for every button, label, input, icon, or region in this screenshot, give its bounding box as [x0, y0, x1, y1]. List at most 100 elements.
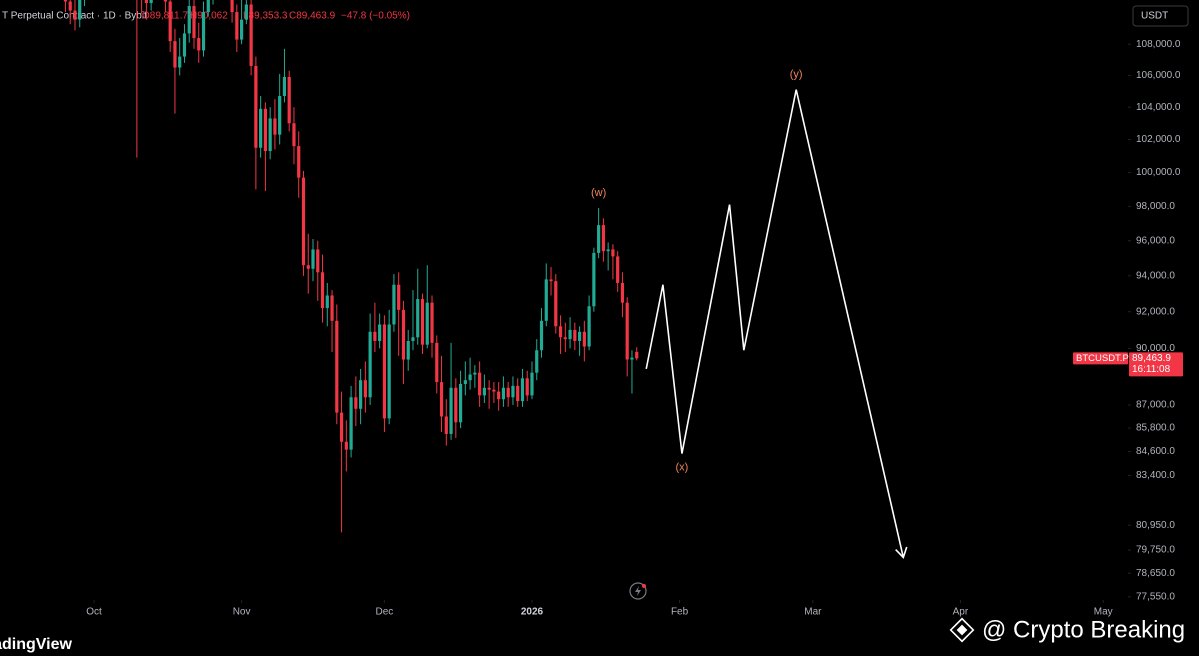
high-value: H90,062: [190, 11, 228, 22]
candle-body: [168, 1, 172, 42]
candle-body: [563, 337, 567, 340]
price-tag-box: [1129, 352, 1183, 377]
low-value: L89,353.3: [243, 11, 288, 22]
candle-body: [473, 372, 477, 375]
candle-body: [249, 4, 253, 66]
candle-body: [635, 351, 639, 359]
y-tick-label: 80,950.0: [1136, 520, 1175, 531]
candle-body: [597, 225, 601, 253]
candle-body: [501, 387, 506, 400]
candle-body: [378, 324, 382, 341]
candle-body: [363, 380, 367, 398]
candle-body: [244, 4, 248, 20]
candle-body: [401, 309, 406, 360]
candle-body: [173, 41, 177, 68]
candle-body: [482, 387, 486, 396]
candle-body: [511, 385, 515, 398]
y-tick-label: 104,000.0: [1136, 102, 1181, 113]
candle-body: [73, 10, 77, 20]
projection-arrowhead: [895, 546, 908, 559]
candle-body: [149, 0, 153, 4]
candle-body: [359, 380, 363, 409]
alert-icon[interactable]: [629, 582, 647, 600]
candle-body: [339, 412, 344, 442]
candle-body: [287, 76, 291, 124]
candle-body: [530, 372, 534, 396]
candle-body: [192, 6, 196, 39]
candle-body: [397, 284, 401, 310]
candle-body: [292, 123, 296, 147]
candle-body: [487, 387, 491, 390]
y-tick-label: 79,750.0: [1136, 545, 1175, 556]
candle-body: [349, 397, 353, 450]
candle-body: [382, 324, 387, 419]
candle-body: [259, 108, 263, 148]
candle-body: [197, 38, 201, 51]
y-tick-label: 96,000.0: [1136, 235, 1175, 246]
candle-body: [520, 378, 525, 402]
candle-body: [268, 118, 272, 152]
candle-body: [587, 306, 591, 347]
candle-body: [278, 95, 282, 135]
x-tick-label: May: [1094, 607, 1113, 618]
candle-body: [182, 33, 187, 57]
candle-body: [316, 249, 320, 273]
candle-body: [239, 19, 244, 40]
candle-body: [373, 331, 377, 341]
candle-body: [297, 146, 301, 178]
currency-button[interactable]: [1132, 5, 1189, 27]
candle-body: [439, 382, 444, 417]
y-tick-label: 92,000.0: [1136, 306, 1175, 317]
candle-body: [335, 320, 339, 413]
candle-body: [368, 331, 372, 398]
candle-body: [497, 391, 501, 400]
x-tick-label: Feb: [671, 607, 689, 618]
candle-body: [573, 329, 577, 341]
wave-label: (y): [790, 69, 803, 81]
candle-body: [611, 249, 615, 257]
y-tick-label: 102,000.0: [1136, 134, 1181, 145]
x-tick-label: Oct: [86, 607, 102, 618]
candle-body: [525, 378, 529, 396]
candle-body: [454, 387, 458, 423]
candle-body: [201, 12, 206, 51]
candle-body: [625, 302, 629, 360]
candle-body: [68, 1, 72, 11]
candle-body: [554, 281, 558, 327]
wave-label: (w): [591, 187, 606, 199]
candle-body: [539, 320, 544, 351]
candle-body: [616, 256, 620, 283]
y-tick-label: 78,650.0: [1136, 568, 1175, 579]
candle-body: [582, 331, 586, 347]
plot-area: [63, 0, 908, 559]
candle-body: [592, 252, 596, 307]
y-tick-label: 77,550.0: [1136, 591, 1175, 602]
y-tick-label: 84,600.0: [1136, 446, 1175, 457]
candle-body: [235, 12, 239, 40]
y-tick-label: 85,800.0: [1136, 423, 1175, 434]
candle-body: [344, 441, 348, 450]
candle-body: [620, 282, 625, 303]
y-tick-label: 87,000.0: [1136, 400, 1175, 411]
candle-body: [263, 108, 267, 152]
candle-body: [63, 0, 68, 2]
currency[interactable]: USDT: [1141, 11, 1168, 22]
candle-body: [206, 0, 210, 13]
watermark-icon: [949, 617, 975, 643]
candle-body: [411, 337, 415, 341]
candle-body: [449, 387, 453, 434]
x-tick-label: Apr: [953, 607, 969, 618]
projection-line: [645, 89, 905, 558]
candle-body: [230, 0, 234, 13]
header: T Perpetual Contract · 1D · Bybit O89,81…: [2, 11, 410, 22]
candle-body: [416, 299, 420, 338]
y-tick-label: 90,000.0: [1136, 343, 1175, 354]
x-tick-label: 2026: [521, 607, 544, 618]
candle-body: [325, 295, 329, 309]
price-tag-price: 89,463.9: [1132, 353, 1171, 364]
candle-body: [630, 357, 634, 360]
candle-body: [478, 372, 482, 396]
y-tick-label: 106,000.0: [1136, 70, 1181, 81]
candle-body: [535, 350, 539, 373]
